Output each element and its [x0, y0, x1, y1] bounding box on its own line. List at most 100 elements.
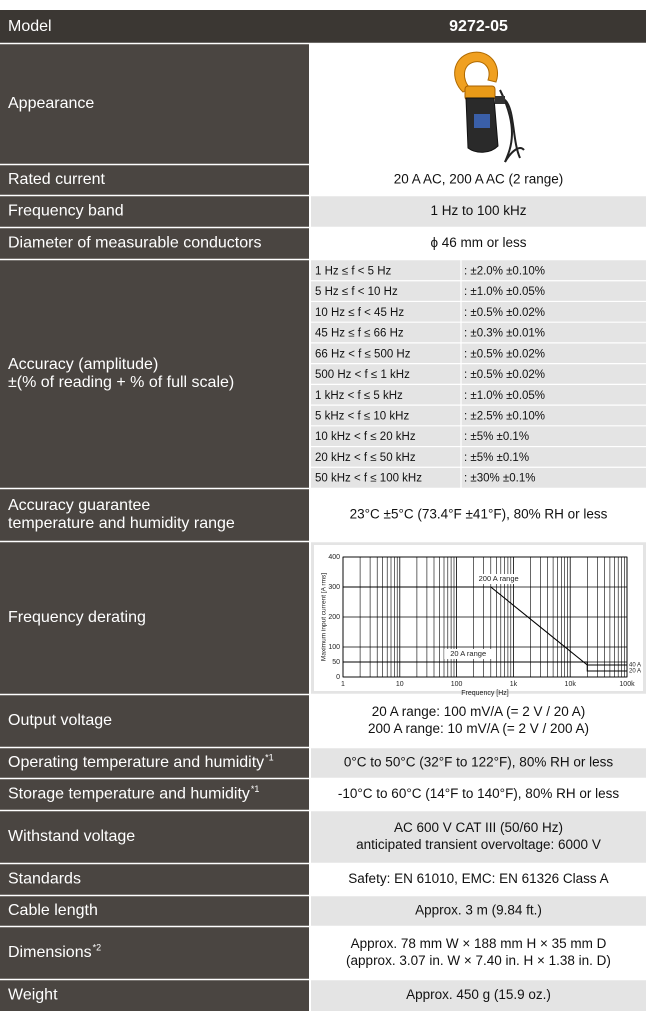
y-tick-label: 50 [332, 659, 340, 666]
annotation-background [474, 574, 523, 584]
accuracy-value: : ±2.0% ±0.10% [464, 265, 545, 277]
x-tick-label: 1 [341, 681, 345, 688]
footnote-mark: *1 [251, 784, 260, 794]
row-value: Safety: EN 61010, EMC: EN 61326 Class A [348, 871, 608, 886]
row-value: (approx. 3.07 in. W × 7.40 in. H × 1.38 … [346, 953, 611, 968]
value-cell [311, 896, 646, 926]
value-cell [311, 228, 646, 259]
accuracy-value: : ±0.5% ±0.02% [464, 348, 545, 360]
accuracy-value: : ±30% ±0.1% [464, 473, 535, 485]
label-cell [0, 228, 309, 259]
header-row [0, 10, 646, 43]
label-cell [0, 542, 309, 694]
row-value: Approx. 450 g (15.9 oz.) [406, 987, 551, 1002]
label-cell [0, 260, 309, 488]
content: Model 9272-05 Appearance Rated current 20 A … [8, 18, 641, 1004]
label-cell [0, 489, 309, 541]
accuracy-value: : ±1.0% ±0.05% [464, 390, 545, 402]
x-tick-label: 1k [510, 681, 518, 688]
annotation-background [444, 649, 493, 659]
row-value: Approx. 78 mm W × 188 mm H × 35 mm D [351, 936, 607, 951]
label-cell [0, 927, 309, 979]
accuracy-range: 20 kHz < f ≤ 50 kHz [315, 452, 416, 464]
row-label: Appearance [8, 95, 94, 112]
row-label: Withstand voltage [8, 828, 135, 845]
footnote-mark: *1 [265, 752, 274, 762]
accuracy-value: : ±1.0% ±0.05% [464, 286, 545, 298]
row-label: Dimensions [8, 944, 92, 961]
label-cell [0, 779, 309, 810]
series-line [343, 586, 627, 666]
value-cell [311, 980, 646, 1011]
y-axis-label: Maximum input current [A rms] [321, 573, 328, 661]
accuracy-range: 1 kHz < f ≤ 5 kHz [315, 390, 403, 402]
row-value: anticipated transient overvoltage: 6000 … [356, 837, 601, 852]
accuracy-range: 50 kHz < f ≤ 100 kHz [315, 473, 422, 485]
accuracy-range: 5 kHz < f ≤ 10 kHz [315, 410, 409, 422]
x-tick-label: 10 [396, 681, 404, 688]
label-cell [0, 196, 309, 227]
row-value: AC 600 V CAT III (50/60 Hz) [394, 820, 563, 835]
row-label: Output voltage [8, 712, 112, 729]
row-label: Storage temperature and humidity [8, 786, 250, 803]
row-value: Approx. 3 m (9.84 ft.) [415, 903, 542, 918]
row-value: 1 Hz to 100 kHz [430, 203, 526, 218]
value-cell [311, 864, 646, 895]
y-tick-label: 100 [328, 644, 340, 651]
value-cell [311, 196, 646, 227]
header-value: 9272-05 [449, 18, 508, 35]
series-annotation: 20 A range [450, 649, 486, 658]
footnote-mark: *2 [93, 942, 102, 952]
row-label: Accuracy (amplitude) [8, 356, 158, 373]
accuracy-range: 500 Hz < f ≤ 1 kHz [315, 369, 410, 381]
end-label: 40 A [629, 663, 641, 669]
row-label: Weight [8, 987, 58, 1004]
cells [0, 10, 646, 1011]
label-cell [0, 165, 309, 195]
row-label: Frequency band [8, 203, 124, 220]
accuracy-value: : ±0.5% ±0.02% [464, 369, 545, 381]
chart-background [314, 545, 643, 691]
header-label: Model [8, 18, 52, 35]
accuracy-range: 45 Hz ≤ f ≤ 66 Hz [315, 328, 404, 340]
label-cell [0, 695, 309, 747]
label-cell [0, 864, 309, 895]
plot-frame [342, 556, 628, 678]
row-value: -10°C to 60°C (14°F to 140°F), 80% RH or… [338, 786, 619, 801]
y-tick-label: 300 [328, 584, 340, 591]
value-cell [311, 695, 646, 747]
row-value: 20 A AC, 200 A AC (2 range) [394, 172, 564, 187]
accuracy-range: 1 Hz ≤ f < 5 Hz [315, 265, 392, 277]
accuracy-range: 10 kHz < f ≤ 20 kHz [315, 431, 416, 443]
end-label: 20 A [629, 669, 641, 675]
accuracy-value: : ±0.3% ±0.01% [464, 328, 545, 340]
value-cell [311, 165, 646, 195]
x-tick-label: 100k [619, 681, 635, 688]
x-tick-label: 100 [451, 681, 463, 688]
row-label: Accuracy guarantee [8, 497, 150, 514]
row-value: 20 A range: 100 mV/A (= 2 V / 20 A) [372, 704, 586, 719]
label-cell [0, 811, 309, 863]
accuracy-range: 5 Hz ≤ f < 10 Hz [315, 286, 398, 298]
value-cell [311, 927, 646, 979]
row-label: temperature and humidity range [8, 515, 235, 532]
accuracy-value: : ±5% ±0.1% [464, 452, 529, 464]
accuracy-range: 10 Hz ≤ f < 45 Hz [315, 307, 404, 319]
accuracy-value: : ±5% ±0.1% [464, 431, 529, 443]
row-label: Cable length [8, 902, 98, 919]
frequency-derating-chart: 1 10 100 1k 10k 100k 0 50 100 200 300 400 Frequency … [321, 554, 641, 697]
value-cell [311, 489, 646, 541]
y-tick-label: 200 [328, 614, 340, 621]
series-annotation: 200 A range [479, 574, 519, 583]
y-tick-label: 0 [336, 674, 340, 681]
row-label: Standards [8, 871, 81, 888]
row-label: Diameter of measurable conductors [8, 235, 261, 252]
x-tick-label: 10k [565, 681, 577, 688]
y-tick-label: 400 [328, 554, 340, 561]
label-cell [0, 748, 309, 778]
label-cell [0, 896, 309, 926]
row-value: 200 A range: 10 mV/A (= 2 V / 200 A) [368, 721, 589, 736]
row-value: ϕ 46 mm or less [430, 235, 526, 250]
label-cell [0, 44, 309, 164]
